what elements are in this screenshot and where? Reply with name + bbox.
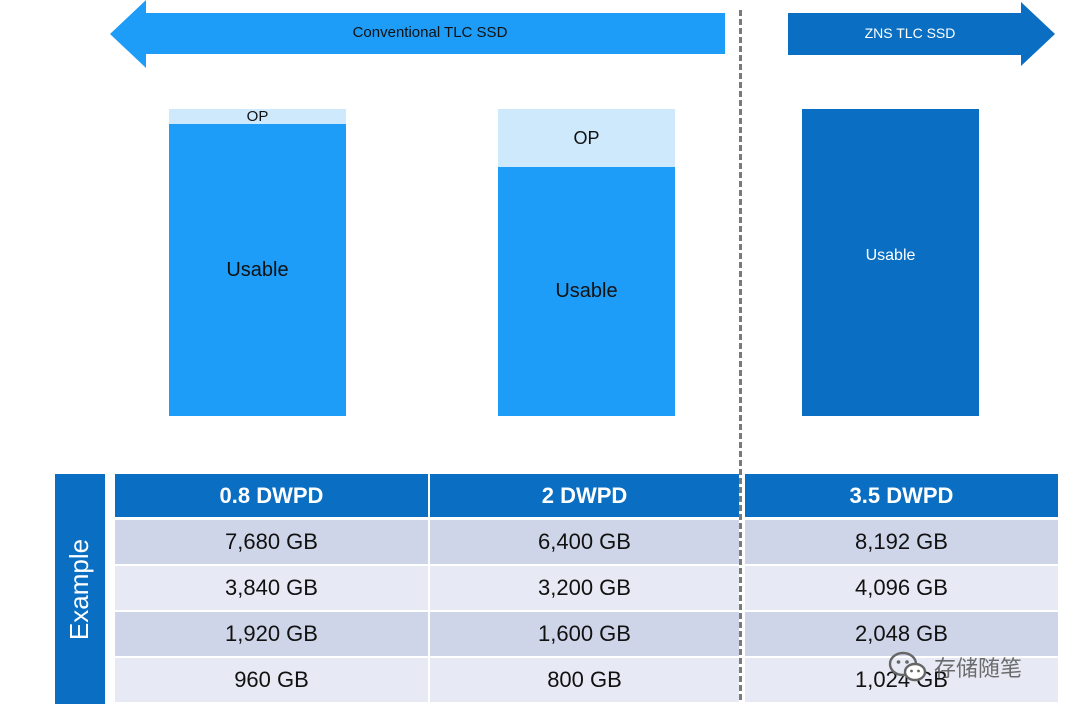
table-cell: 3,840 GB (115, 566, 428, 610)
table-cell: 3,200 GB (430, 566, 739, 610)
table-cell: 2,048 GB (745, 612, 1058, 656)
table-cell: 4,096 GB (745, 566, 1058, 610)
op-segment: OP (498, 109, 675, 167)
bar-0.8-dwpd: OP Usable (169, 109, 346, 416)
table-cell: 8,192 GB (745, 520, 1058, 564)
table-cell: 800 GB (430, 658, 739, 702)
op-segment: OP (169, 109, 346, 125)
wechat-icon (888, 651, 927, 682)
table-header-0.8-dwpd: 0.8 DWPD (115, 474, 428, 517)
table-cell: 960 GB (115, 658, 428, 702)
op-label: OP (246, 109, 269, 125)
op-label: OP (573, 127, 600, 148)
table-cell: 1,920 GB (115, 612, 428, 656)
bar-3.5-dwpd: Usable (802, 109, 979, 416)
zns-arrow (788, 2, 1055, 66)
section-divider (739, 10, 742, 700)
table-header-2-dwpd: 2 DWPD (430, 474, 739, 517)
watermark-text: 存储随笔 (934, 656, 1023, 681)
usable-label: Usable (555, 280, 618, 302)
table-cell: 1,024 GB (745, 658, 1058, 702)
usable-label: Usable (226, 258, 289, 281)
usable-segment: Usable (802, 109, 979, 416)
table-cell: 6,400 GB (430, 520, 739, 564)
table-cell: 7,680 GB (115, 520, 428, 564)
table-cell: 1,600 GB (430, 612, 739, 656)
usable-segment: Usable (498, 167, 675, 416)
conventional-arrow (110, 0, 725, 68)
bar-2-dwpd: OP Usable (498, 109, 675, 416)
usable-label: Usable (865, 246, 916, 264)
example-label-text: Example (64, 538, 95, 640)
table-header-3.5-dwpd: 3.5 DWPD (745, 474, 1058, 517)
watermark: 存储随笔 (888, 651, 1022, 683)
example-label: Example (55, 474, 105, 704)
conventional-arrow-label: Conventional TLC SSD (352, 24, 508, 41)
zns-arrow-label: ZNS TLC SSD (864, 25, 956, 41)
usable-segment: Usable (169, 124, 346, 416)
